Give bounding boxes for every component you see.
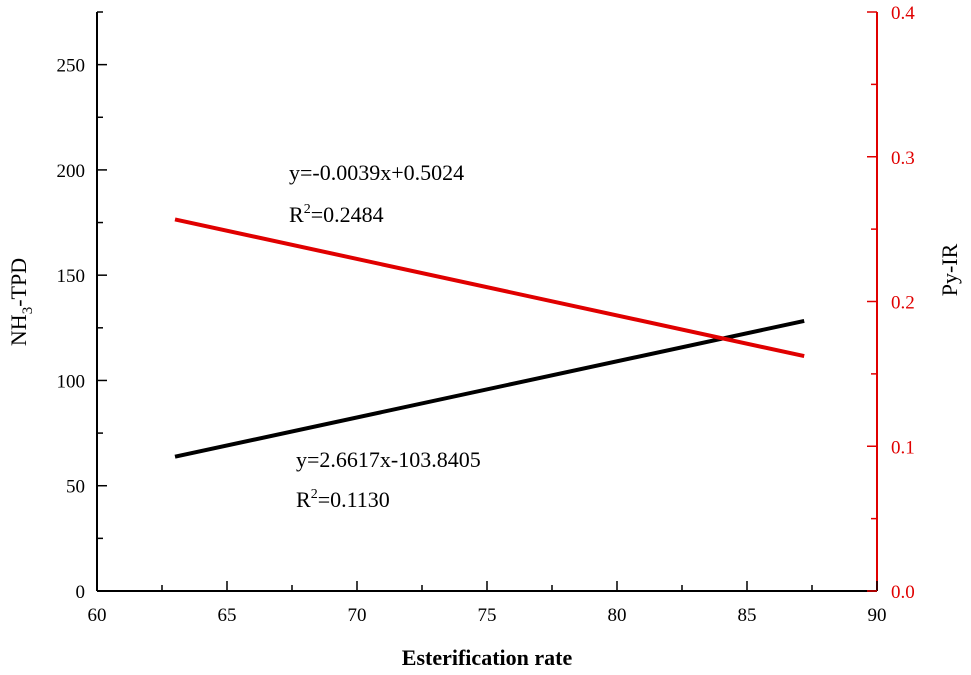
x-axis-title: Esterification rate [402,645,573,670]
left-y-tick-label: 50 [66,477,85,498]
nh3-tpd-fit-line [174,318,805,459]
right-y-tick-label: 0.2 [891,293,915,314]
py-ir-fit-line [174,217,805,359]
right-y-tick-label: 0.4 [891,3,915,24]
x-tick-label: 70 [348,605,367,626]
right-y-tick-label: 0.3 [891,148,915,169]
series-lines [174,217,805,459]
black-series-r-squared: R2=0.1130 [296,487,390,512]
x-tick-label: 60 [88,605,107,626]
left-y-tick-label: 250 [57,56,86,77]
left-y-tick-label: 0 [76,582,86,603]
black-series-equation: y=2.6617x-103.8405 [296,447,481,472]
left-y-tick-label: 200 [57,161,86,182]
left-y-tick-label: 100 [57,371,86,392]
left-y-axis-title: NH3-TPD [6,258,36,346]
x-tick-label: 80 [608,605,627,626]
x-tick-label: 85 [738,605,757,626]
x-tick-label: 90 [868,605,887,626]
red-series-r-squared: R2=0.2484 [289,202,384,227]
right-y-tick-label: 0.0 [891,582,915,603]
left-y-axis-ticks: 0 50 100 150 200 250 [57,11,107,603]
red-series-equation: y=-0.0039x+0.5024 [289,160,464,185]
right-y-axis-title: Py-IR [937,243,962,296]
x-axis-ticks: 60 65 70 75 80 85 90 [88,581,887,626]
right-y-axis-ticks: 0.0 0.1 0.2 0.3 0.4 [867,3,915,603]
left-y-tick-label: 150 [57,266,86,287]
right-y-tick-label: 0.1 [891,437,915,458]
x-tick-label: 65 [218,605,237,626]
axes-frame [96,12,878,592]
x-tick-label: 75 [478,605,497,626]
